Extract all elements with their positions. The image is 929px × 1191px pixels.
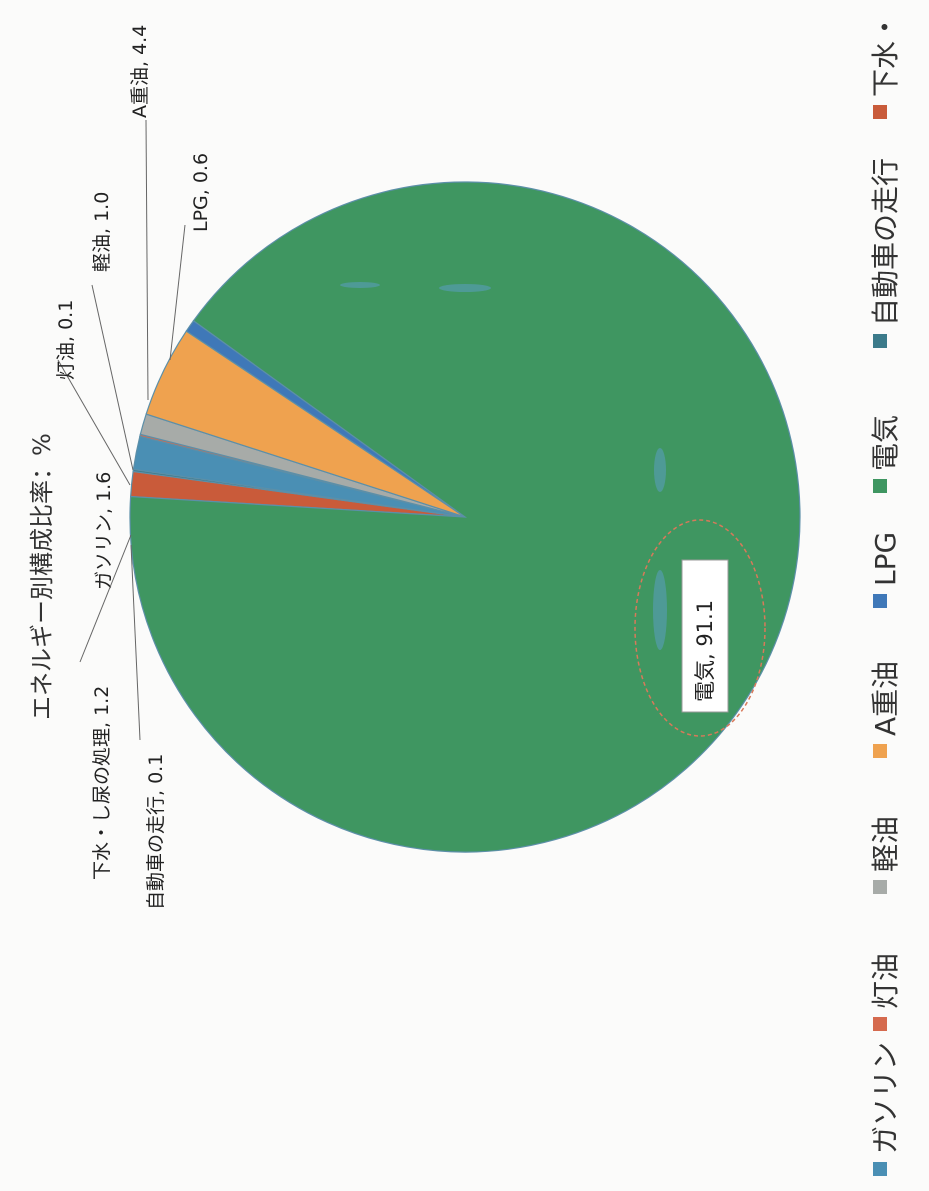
legend-label-自動車の走行: 自動車の走行 [869,158,902,326]
leader-line-自動車の走行 [130,544,141,741]
pie-slice-電気 [129,181,801,853]
legend-swatch-LPG [873,594,887,608]
artifact-0 [654,448,666,492]
data-label-下水・し尿の処理: 下水・し尿の処理, 1.2 [91,686,113,880]
data-label-box-電気 [681,559,729,713]
leader-line-下水・し尿の処理 [79,534,132,663]
legend-swatch-下水・ [873,105,887,119]
legend-swatch-ガソリン [873,1162,887,1176]
scan-artifacts [340,282,667,650]
data-label-ガソリン: ガソリン, 1.6 [93,472,115,590]
data-label-灯油: 灯油, 0.1 [55,300,77,380]
pie-slices [129,181,801,853]
legend-label-電気: 電気 [869,415,902,471]
highlight-ellipse [634,519,766,737]
legend-label-LPG: LPG [869,532,902,586]
legend-swatch-軽油 [873,880,887,894]
legend-swatch-電気 [873,479,887,493]
artifact-3 [340,282,380,288]
data-label-自動車の走行: 自動車の走行, 0.1 [145,754,167,910]
legend-swatch-A重油 [873,744,887,758]
legend-swatch-自動車の走行 [873,334,887,348]
chart-title: エネルギー別構成比率：% [28,433,56,720]
leader-line-LPG [169,224,186,361]
leader-line-A重油 [145,119,149,401]
legend-label-灯油: 灯油 [869,953,902,1009]
legend: ガソリン 灯油 軽油 A重油 LPG 電気 自動車の走行 下水・ [869,13,902,1176]
data-label-軽油: 軽油, 1.0 [91,192,113,272]
legend-label-下水・: 下水・ [869,13,902,97]
legend-label-ガソリン: ガソリン [869,1042,902,1154]
artifact-2 [439,284,491,292]
legend-label-軽油: 軽油 [869,816,902,872]
leader-line-灯油 [57,359,131,486]
data-label-電気: 電気, 91.1 [693,600,717,702]
data-labels: A重油, 4.4 LPG, 0.6 軽油, 1.0 灯油, 0.1 ガソリン, 1.6 下… [55,25,212,910]
data-label-A重油: A重油, 4.4 [129,25,151,118]
leader-line-軽油 [91,284,134,471]
artifact-1 [653,570,667,650]
legend-swatch-灯油 [873,1017,887,1031]
legend-label-A重油: A重油 [869,661,902,736]
data-label-LPG: LPG, 0.6 [190,153,212,232]
